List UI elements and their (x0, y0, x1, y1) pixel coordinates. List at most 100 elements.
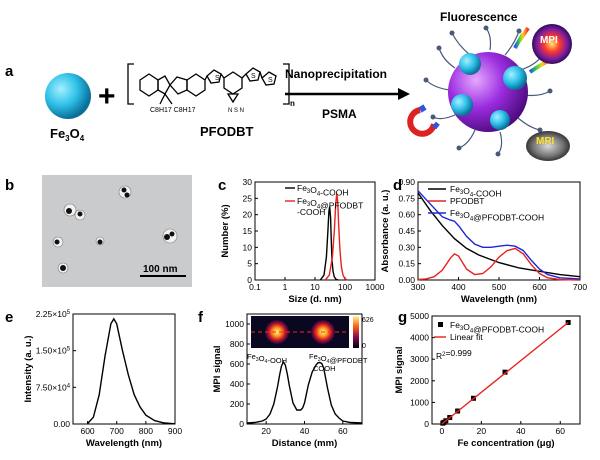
magnet-poles (418, 104, 440, 130)
x-axis-label: Wavelength (nm) (461, 294, 537, 305)
series-line (417, 192, 581, 278)
mpi-label: MPI (540, 35, 558, 46)
mri-label: MRI (536, 136, 555, 147)
y-tick-label: 4000 (410, 333, 429, 343)
y-tick-label: 1000 (410, 397, 429, 407)
panel-b: b 100 nm (5, 175, 192, 287)
x-tick-label: 700 (573, 282, 587, 292)
y-tick-label: 3000 (410, 354, 429, 364)
x-axis-label: Wavelength (nm) (86, 438, 162, 449)
y-tick-label: 25 (243, 193, 253, 203)
panel-a-label: a (5, 63, 14, 80)
y-tick-label: 400 (230, 379, 244, 389)
x-tick-label: 700 (110, 426, 124, 436)
series-line (441, 321, 569, 425)
y-tick-label: 30 (243, 177, 253, 187)
panel-b-label: b (5, 177, 14, 194)
plot-panels: c 0.1 1 10 100 1000 0 5 10 15 20 25 30 Size (d. nm) Nu… (5, 177, 587, 449)
panel-c: c 0.1 1 10 100 1000 0 5 10 15 20 25 30 Size (d. nm) Nu… (218, 177, 385, 305)
y-axis-label: MPI signal (212, 346, 223, 393)
legend-label: Fe3O4@PFODBT-COOH (450, 208, 544, 222)
y-tick-label: 2000 (410, 376, 429, 386)
emission-arrow (513, 26, 530, 49)
pfodbt-label: PFODBT (200, 124, 254, 139)
x-tick-label: 40 (516, 426, 526, 436)
thiophene-s-3: S (268, 77, 273, 84)
legend-label: Fe3O4@PFODBT-COOH (450, 320, 544, 334)
r-squared-annotation: R2=0.999 (436, 348, 472, 361)
y-tick-label: 1000 (225, 319, 244, 329)
y-axis-label: MPI signal (394, 347, 405, 394)
x-tick-label: 500 (492, 282, 506, 292)
y-tick-label: 7.50×104 (36, 382, 71, 392)
panel-e: e 600 700 800 900 0.00 7.50×104 1.50×105 2.25×10… (5, 309, 182, 449)
series-line (87, 317, 176, 425)
x-tick-label: 0 (439, 426, 444, 436)
x-tick-label: 1 (283, 282, 288, 292)
y-tick-label: 0.15 (398, 259, 415, 269)
series-line (246, 360, 363, 424)
y-tick-label: 0.60 (398, 210, 415, 220)
x-tick-label: 1000 (366, 282, 385, 292)
y-tick-label: 2.25×105 (36, 309, 71, 319)
fe3o4-label: Fe3O4 (50, 126, 85, 143)
y-axis-label: Number (%) (220, 204, 231, 257)
series-line (324, 193, 348, 281)
y-tick-label: 20 (243, 210, 253, 220)
x-tick-label: 800 (139, 426, 153, 436)
y-tick-label: 0.00 (398, 275, 415, 285)
legend-label: PFODBT (450, 196, 484, 206)
y-tick-label: 800 (230, 339, 244, 349)
y-tick-label: 0 (424, 419, 429, 429)
colorbar-min: 0 (362, 343, 366, 350)
y-tick-label: 0.90 (398, 177, 415, 187)
x-tick-label: 20 (477, 426, 487, 436)
x-tick-label: 900 (168, 426, 182, 436)
y-axis-label: Absorbance (a. u.) (380, 190, 391, 273)
legend-label-cont: -COOH (297, 207, 325, 217)
magnet-icon (407, 107, 437, 137)
plus-sign: + (98, 80, 116, 113)
panel-d: d 300 400 500 600 700 0.00 0.15 0.30 0.45 0.60 0.75… (380, 177, 587, 305)
x-axis-label: Fe concentration (μg) (457, 438, 554, 449)
y-tick-label: 200 (230, 399, 244, 409)
fe3o4-nanoparticle (45, 73, 91, 119)
legend-label: Fe3O4-COOH (450, 184, 502, 198)
x-tick-label: 400 (451, 282, 465, 292)
reaction-arrowhead (398, 88, 410, 100)
plot-frame (254, 181, 376, 281)
y-tick-label: 0.75 (398, 193, 415, 203)
panel-e-label: e (5, 309, 13, 326)
y-tick-label: 0 (239, 419, 244, 429)
x-tick-label: 600 (80, 426, 94, 436)
colorbar (353, 316, 359, 348)
colorbar-max: 626 (362, 317, 374, 324)
inset-label: Fe3O4-OOH (247, 352, 287, 365)
x-tick-label: 60 (338, 426, 348, 436)
thiophene-s-1: S (215, 75, 220, 82)
plot-frame (431, 315, 581, 425)
legend-label: Fe3O4-COOH (297, 183, 349, 197)
panel-g-label: g (398, 309, 407, 326)
y-tick-label: 0.45 (398, 226, 415, 236)
panel-f-label: f (198, 309, 204, 326)
x-tick-label: 40 (300, 426, 310, 436)
tem-cores (54, 187, 175, 271)
mpi-hotspot (265, 320, 289, 344)
inset-label: Fe3O4@PFODBT (309, 352, 368, 365)
y-tick-label: 15 (243, 226, 253, 236)
x-tick-label: 100 (338, 282, 352, 292)
legend-swatch (438, 322, 443, 327)
y-tick-label: 0.00 (53, 419, 70, 429)
method-label: Nanoprecipitation (285, 67, 387, 81)
y-tick-label: 0 (247, 275, 252, 285)
x-tick-label: 10 (310, 282, 320, 292)
data-point (502, 369, 508, 375)
x-tick-label: 600 (532, 282, 546, 292)
x-tick-label: 300 (411, 282, 425, 292)
panel-g: g 0 20 40 60 0 1000 2000 3000 4000 5000 Fe concentr… (394, 309, 581, 449)
repeat-n: n (290, 99, 295, 108)
y-tick-label: 1.50×105 (36, 346, 71, 356)
